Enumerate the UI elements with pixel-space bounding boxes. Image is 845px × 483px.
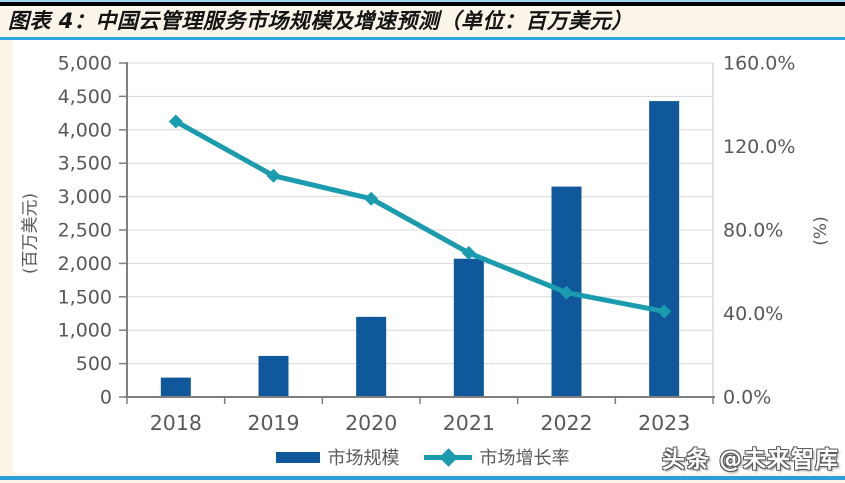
- left-tick-label: 4,000: [58, 119, 112, 141]
- legend-label-growth-rate: 市场增长率: [479, 448, 570, 469]
- left-axis-title: (百万美元): [20, 192, 41, 275]
- right-tick-label: 160.0%: [723, 53, 795, 75]
- left-tick-label: 500: [76, 353, 112, 375]
- x-tick-label: 2018: [150, 411, 202, 435]
- left-tick-label: 1,000: [58, 320, 112, 342]
- x-tick-label: 2022: [540, 411, 592, 435]
- chart-panel: [13, 40, 845, 473]
- growth-marker-2022: [559, 285, 574, 300]
- legend-label-market-size: 市场规模: [327, 448, 400, 469]
- legend-bar-swatch: [275, 451, 320, 463]
- chart-legend: 市场规模 市场增长率: [0, 444, 845, 470]
- x-tick-label: 2020: [345, 411, 397, 435]
- toutiao-watermark: 头条 @未来智库: [661, 447, 839, 473]
- legend-line-swatch: [423, 447, 472, 467]
- growth-marker-2018: [168, 114, 183, 129]
- left-tick-label: 0: [100, 387, 112, 409]
- left-tick-label: 2,500: [58, 220, 112, 242]
- legend-item-market-size: 市场规模: [275, 444, 400, 470]
- growth-marker-2021: [461, 245, 476, 260]
- right-tick-label: 120.0%: [723, 136, 795, 158]
- title-underline-rule: [0, 37, 845, 40]
- page-title: 图表 4：中国云管理服务市场规模及增速预测（单位：百万美元）: [8, 9, 633, 33]
- growth-marker-2019: [266, 168, 281, 183]
- bottom-accent-rule: [0, 476, 845, 480]
- growth-marker-2020: [364, 191, 379, 206]
- left-tick-label: 1,500: [58, 286, 112, 308]
- bar-2021: [453, 258, 484, 397]
- left-tick-label: 5,000: [58, 53, 112, 75]
- left-tick-label: 2,000: [58, 253, 112, 275]
- growth-line: [174, 119, 665, 314]
- bar-2023: [649, 101, 680, 398]
- top-edge-rule: [0, 0, 845, 2]
- right-axis-title: (%): [811, 216, 831, 246]
- right-tick-label: 40.0%: [723, 303, 783, 325]
- right-tick-label: 0.0%: [723, 387, 771, 409]
- legend-item-growth-rate: 市场增长率: [423, 444, 570, 470]
- title-top-rule: [0, 2, 845, 6]
- legend-diamond-marker-icon: [438, 447, 458, 467]
- bar-2020: [356, 316, 387, 397]
- left-tick-label: 3,500: [58, 153, 112, 175]
- x-tick-label: 2019: [247, 411, 299, 435]
- x-tick-label: 2023: [638, 411, 690, 435]
- growth-marker-2023: [657, 304, 672, 319]
- left-tick-label: 3,000: [58, 186, 112, 208]
- right-tick-label: 80.0%: [723, 220, 783, 242]
- combo-chart: 0 500 1,000 1,500 2,000 2,500 3,000 3,500 4,000 4…: [58, 53, 796, 436]
- x-tick-label: 2021: [443, 411, 495, 435]
- bar-2019: [258, 355, 289, 397]
- left-tick-label: 4,500: [58, 86, 112, 108]
- bar-2018: [160, 377, 191, 397]
